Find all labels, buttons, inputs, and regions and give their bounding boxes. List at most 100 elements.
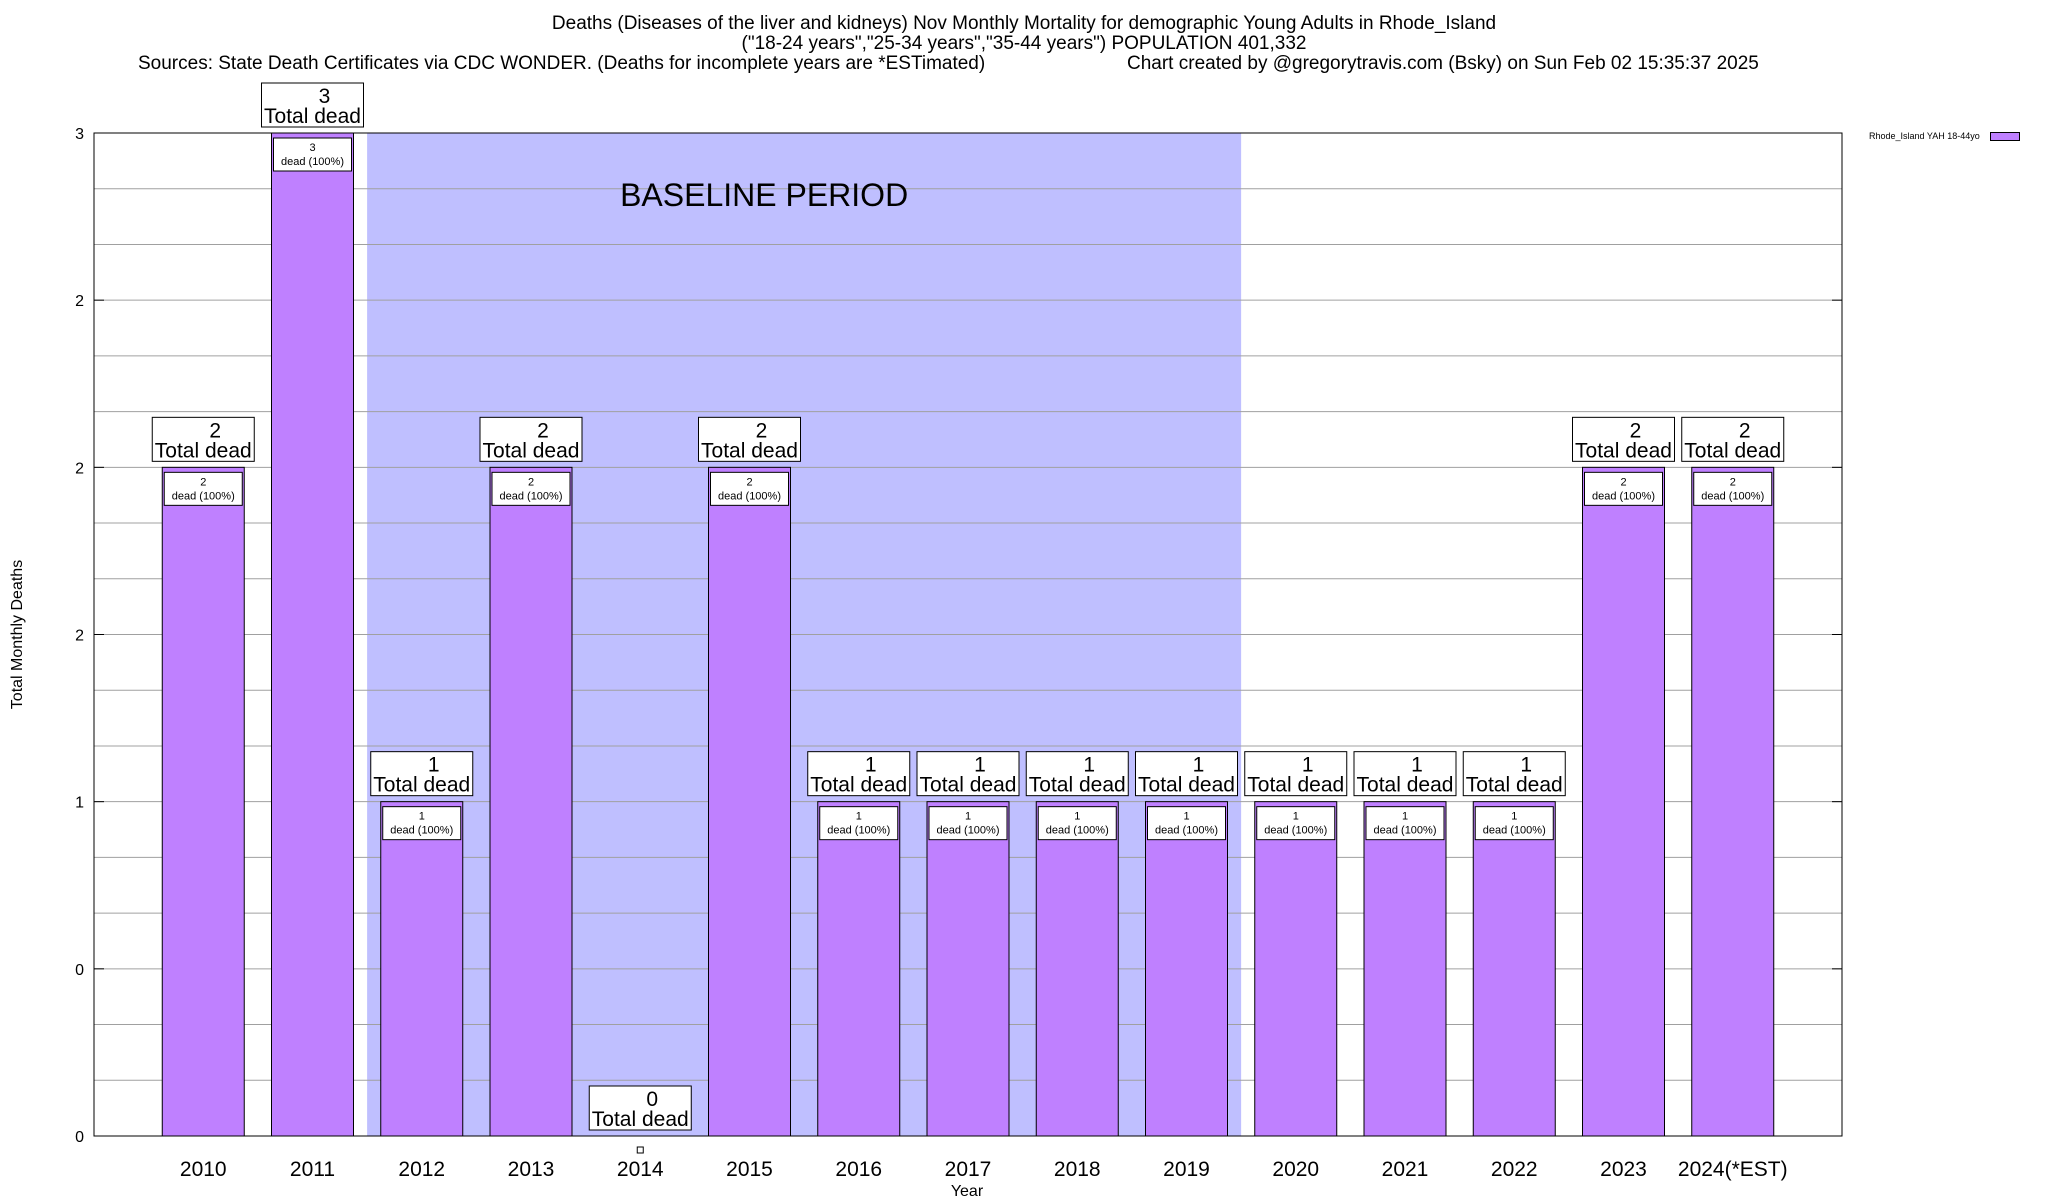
bar: [161, 466, 245, 1137]
value-label-box: [1462, 751, 1566, 797]
value-label-suffix: Total dead: [373, 774, 470, 797]
bar: [1691, 466, 1775, 1137]
x-tick-label: 2010: [180, 1158, 227, 1181]
y-tick-label: 2: [75, 460, 84, 477]
inner-label-value: 2: [1730, 476, 1736, 488]
y-tick-label: 2: [75, 628, 84, 645]
value-label-suffix: Total dead: [1029, 774, 1126, 797]
value-label: 1: [1083, 754, 1095, 777]
inner-label-text: dead (100%): [1592, 490, 1655, 502]
x-tick-label: 2013: [508, 1158, 555, 1181]
value-label: 0: [646, 1088, 658, 1111]
inner-label-value: 1: [965, 811, 971, 823]
inner-label-box: [1693, 471, 1773, 506]
value-label-suffix: Total dead: [483, 439, 580, 462]
inner-label-box: [1365, 806, 1445, 841]
value-label: 1: [1193, 754, 1205, 777]
value-label-suffix: Total dead: [264, 105, 361, 128]
value-label: 1: [1411, 754, 1423, 777]
inner-label-box: [273, 137, 352, 172]
value-label: 1: [428, 754, 440, 777]
value-label-box: [370, 751, 474, 797]
inner-label-value: 1: [1074, 811, 1080, 823]
value-label-suffix: Total dead: [1466, 774, 1563, 797]
inner-label-value: 2: [528, 476, 534, 488]
value-label-box: [916, 751, 1020, 797]
inner-label-text: dead (100%): [827, 825, 890, 837]
inner-label-text: dead (100%): [172, 490, 235, 502]
inner-label-value: 1: [1511, 811, 1517, 823]
x-axis-ticks: 2010 2011 2012 2013 2014 2015 2016 2017 2018 2019…: [180, 1158, 1788, 1181]
x-tick-label: 2023: [1600, 1158, 1647, 1181]
bar: [1035, 801, 1119, 1137]
bar: [817, 801, 901, 1137]
value-label-suffix: Total dead: [1247, 774, 1344, 797]
inner-label-box: [1037, 806, 1117, 841]
inner-label-text: dead (100%): [281, 156, 344, 168]
value-label-box: [588, 1085, 692, 1131]
bar: [1363, 801, 1447, 1137]
value-label-box: [1244, 751, 1348, 797]
value-label-suffix: Total dead: [155, 439, 252, 462]
inner-label-box: [710, 471, 789, 506]
y-tick-label: 0: [75, 962, 84, 979]
zero-marker: [636, 1146, 644, 1154]
x-tick-label: 2014: [617, 1158, 664, 1181]
value-label-suffix: Total dead: [1684, 439, 1781, 462]
inner-label-value: 2: [1620, 476, 1626, 488]
y-axis-label: Total Monthly Deaths: [9, 560, 26, 709]
value-label-box: [698, 416, 801, 462]
value-label-box: [1681, 416, 1785, 462]
inner-label-value: 2: [746, 476, 752, 488]
bar: [1582, 466, 1665, 1137]
value-label: 2: [537, 419, 549, 442]
inner-label-value: 3: [309, 142, 315, 154]
inner-label-text: dead (100%): [1374, 825, 1437, 837]
value-label: 1: [974, 754, 986, 777]
x-tick-label: 2015: [726, 1158, 773, 1181]
value-label-suffix: Total dead: [1575, 439, 1672, 462]
x-tick-label: 2021: [1382, 1158, 1429, 1181]
value-label-suffix: Total dead: [810, 774, 907, 797]
inner-label-text: dead (100%): [1046, 825, 1109, 837]
inner-label-value: 1: [856, 811, 862, 823]
value-label: 1: [1520, 754, 1532, 777]
bar: [271, 132, 354, 1137]
baseline-label: BASELINE PERIOD: [620, 177, 908, 213]
inner-label-box: [491, 471, 571, 506]
chart-credit: Chart created by @gregorytravis.com (Bsk…: [1127, 53, 1759, 74]
value-label-box: [1135, 751, 1238, 797]
value-label-box: [1572, 416, 1675, 462]
legend: Rhode_Island YAH 18-44yo: [1869, 131, 2020, 142]
x-axis-label: Year: [951, 1183, 984, 1200]
x-tick-label: 2012: [398, 1158, 445, 1181]
inner-label-box: [382, 806, 462, 841]
bar: [489, 466, 573, 1137]
inner-label-text: dead (100%): [1264, 825, 1327, 837]
value-label-box: [479, 416, 583, 462]
inner-label-value: 1: [419, 811, 425, 823]
value-label: 2: [209, 419, 221, 442]
value-label-suffix: Total dead: [920, 774, 1017, 797]
inner-label-value: 1: [1402, 811, 1408, 823]
y-axis-ticks: 0 0 1 2 2 2 3: [75, 126, 1842, 1146]
value-label: 2: [756, 419, 768, 442]
x-tick-label: 2024(*EST): [1678, 1158, 1788, 1181]
y-tick-label: 0: [75, 1129, 84, 1146]
y-tick-label: 2: [75, 293, 84, 310]
y-tick-label: 3: [75, 126, 84, 143]
inner-label-text: dead (100%): [718, 490, 781, 502]
chart-subtitle: ("18-24 years","25-34 years","35-44 year…: [741, 33, 1307, 54]
inner-label-value: 2: [200, 476, 206, 488]
x-tick-label: 2020: [1272, 1158, 1319, 1181]
bar: [1145, 801, 1228, 1137]
inner-label-text: dead (100%): [1701, 490, 1764, 502]
inner-label-text: dead (100%): [1483, 825, 1546, 837]
inner-label-box: [819, 806, 899, 841]
bar: [1254, 801, 1338, 1137]
legend-label: Rhode_Island YAH 18-44yo: [1869, 131, 1980, 141]
bar: [1472, 801, 1556, 1137]
bar: [708, 466, 791, 1137]
